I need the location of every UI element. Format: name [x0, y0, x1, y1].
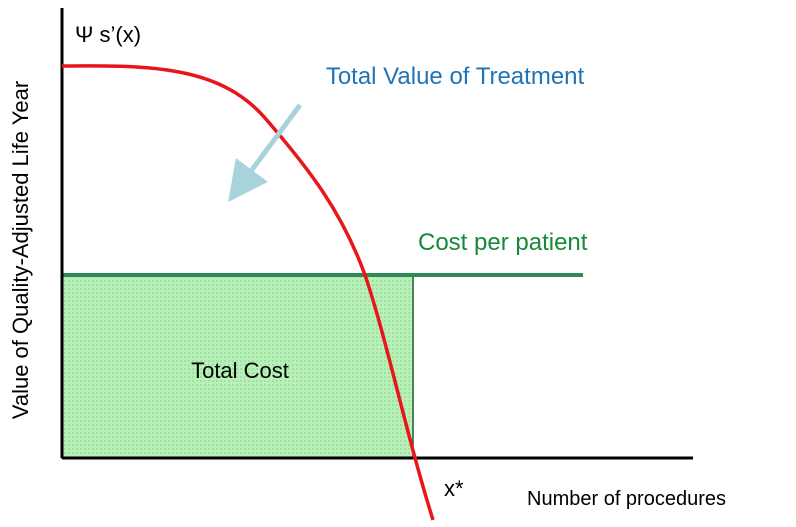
area-label: Total Cost — [191, 358, 289, 383]
arrow — [228, 103, 303, 203]
cost-label: Cost per patient — [418, 229, 588, 256]
benefit-curve — [61, 64, 435, 521]
y-axis-label: Value of Quality-Adjusted Life Year — [8, 81, 33, 419]
x-axis-label: Number of procedures — [527, 488, 726, 510]
benefit-label: Total Value of Treatment — [326, 63, 585, 90]
y-symbol: Ψ s’(x) — [75, 22, 141, 47]
total-cost-area — [61, 274, 414, 459]
x-marker: x* — [444, 476, 464, 501]
